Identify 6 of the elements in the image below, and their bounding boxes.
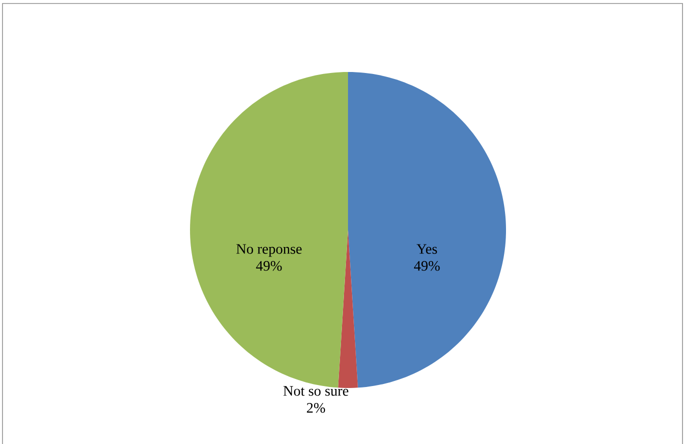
slice-label: No reponse [236,244,302,257]
slice-label: Not so sure [283,386,348,396]
data-label: 2% [306,402,326,413]
data-label: 49% [256,260,282,271]
data-label: 49% [414,260,440,271]
slice-label: Yes [416,244,437,254]
